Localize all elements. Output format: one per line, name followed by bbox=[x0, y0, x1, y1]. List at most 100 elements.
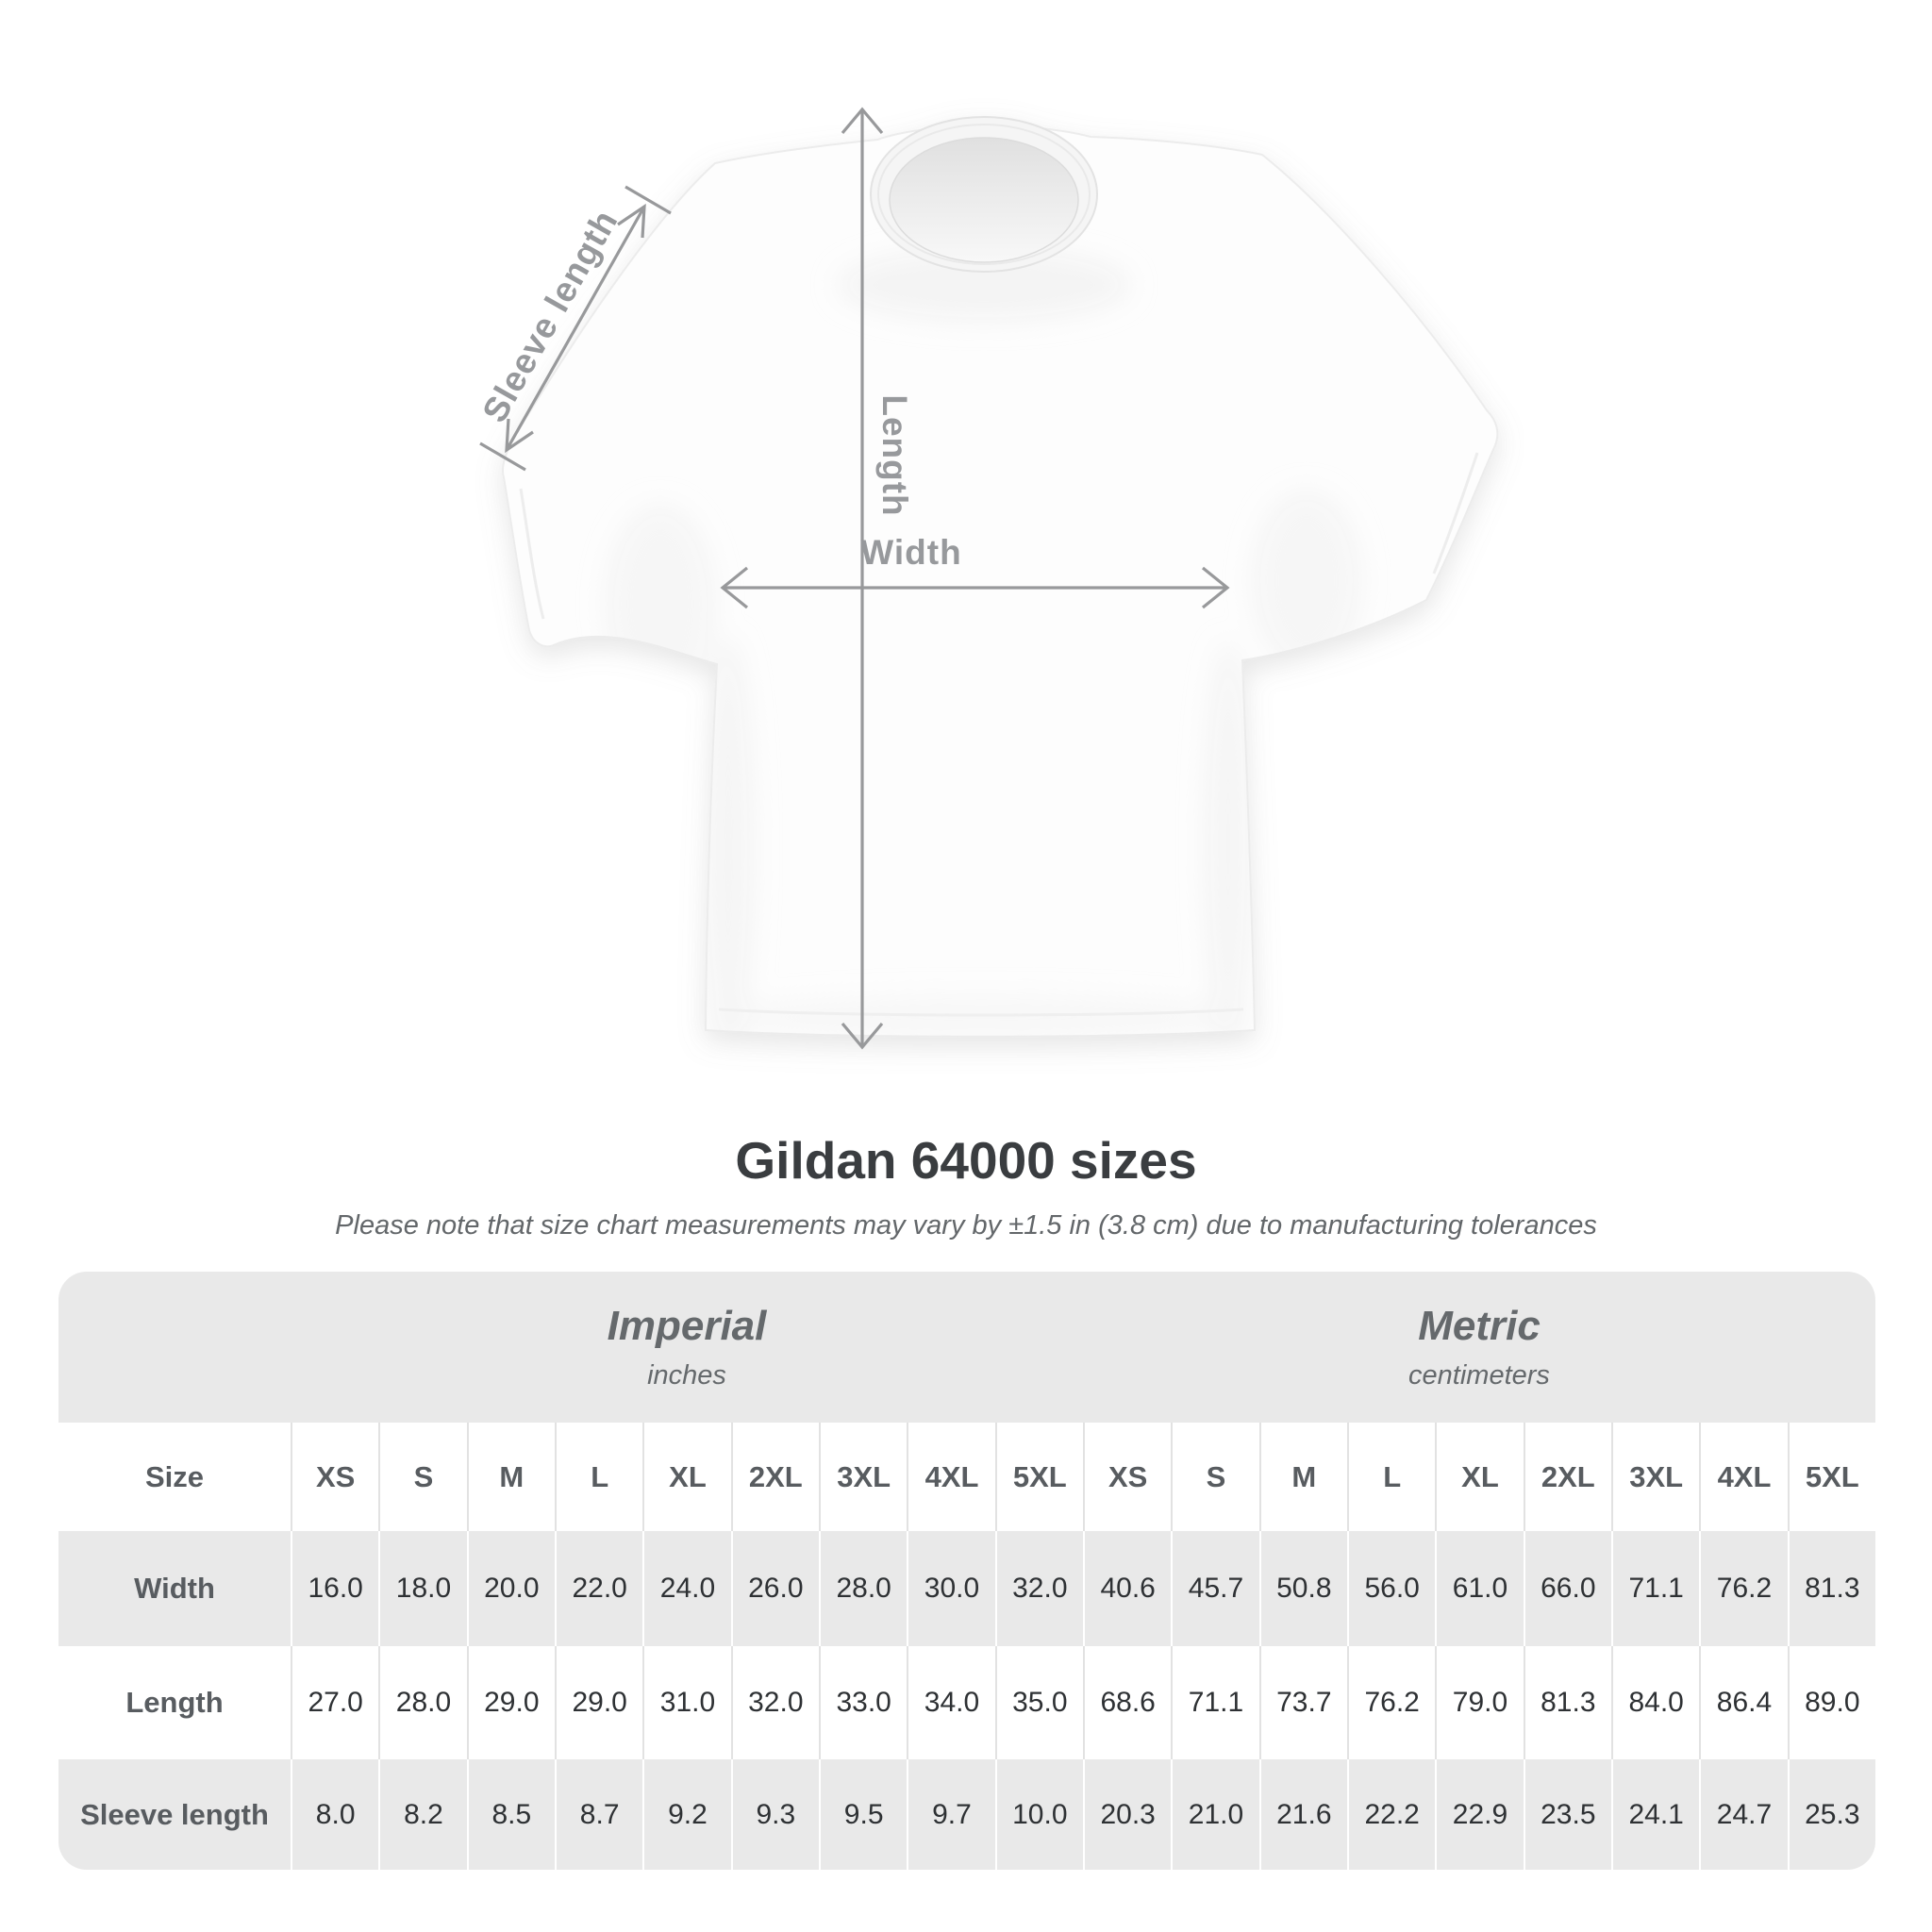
length-metric-m: 73.7 bbox=[1258, 1646, 1347, 1759]
size-header-imperial-s: S bbox=[378, 1423, 466, 1531]
length-metric-4xl: 86.4 bbox=[1699, 1646, 1787, 1759]
page-title: Gildan 64000 sizes bbox=[735, 1131, 1197, 1190]
sleeve-imperial-2xl: 9.3 bbox=[730, 1759, 819, 1870]
size-header-metric-3xl: 3XL bbox=[1611, 1423, 1699, 1531]
length-imperial-xl: 31.0 bbox=[642, 1646, 730, 1759]
sleeve-metric-3xl: 24.1 bbox=[1611, 1759, 1699, 1870]
length-imperial-m: 29.0 bbox=[466, 1646, 555, 1759]
sleeve-metric-5xl: 25.3 bbox=[1787, 1759, 1875, 1870]
length-row: Length 27.0 28.0 29.0 29.0 31.0 32.0 33.… bbox=[58, 1646, 1875, 1759]
sleeve-row-label: Sleeve length bbox=[80, 1797, 269, 1831]
sleeve-metric-l: 22.2 bbox=[1347, 1759, 1435, 1870]
size-header-imperial-2xl: 2XL bbox=[730, 1423, 819, 1531]
unit-header-spacer bbox=[58, 1272, 291, 1423]
sleeve-metric-xl: 22.9 bbox=[1435, 1759, 1523, 1870]
sleeve-imperial-xl: 9.2 bbox=[642, 1759, 730, 1870]
sleeve-length-row: Sleeve length 8.0 8.2 8.5 8.7 9.2 9.3 9.… bbox=[58, 1759, 1875, 1870]
imperial-header: Imperial inches bbox=[291, 1272, 1083, 1423]
length-imperial-xs: 27.0 bbox=[291, 1646, 378, 1759]
length-dimension: Length bbox=[841, 107, 914, 1050]
sleeve-metric-xs: 20.3 bbox=[1083, 1759, 1171, 1870]
width-metric-3xl: 71.1 bbox=[1611, 1531, 1699, 1646]
width-metric-l: 56.0 bbox=[1347, 1531, 1435, 1646]
metric-unit: centimeters bbox=[1408, 1359, 1550, 1391]
width-metric-4xl: 76.2 bbox=[1699, 1531, 1787, 1646]
width-metric-m: 50.8 bbox=[1258, 1531, 1347, 1646]
sleeve-imperial-5xl: 10.0 bbox=[994, 1759, 1083, 1870]
width-metric-xs: 40.6 bbox=[1083, 1531, 1171, 1646]
size-header-imperial-5xl: 5XL bbox=[994, 1423, 1083, 1531]
left-cuff-seam bbox=[519, 488, 545, 620]
length-metric-l: 76.2 bbox=[1347, 1646, 1435, 1759]
length-imperial-2xl: 32.0 bbox=[730, 1646, 819, 1759]
width-metric-xl: 61.0 bbox=[1435, 1531, 1523, 1646]
sleeve-imperial-4xl: 9.7 bbox=[907, 1759, 994, 1870]
length-imperial-4xl: 34.0 bbox=[907, 1646, 994, 1759]
length-metric-s: 71.1 bbox=[1171, 1646, 1258, 1759]
width-row: Width 16.0 18.0 20.0 22.0 24.0 26.0 28.0… bbox=[58, 1531, 1875, 1646]
right-cuff-seam bbox=[1432, 452, 1479, 575]
sleeve-imperial-xs: 8.0 bbox=[291, 1759, 378, 1870]
size-header-metric-2xl: 2XL bbox=[1523, 1423, 1611, 1531]
size-header-imperial-3xl: 3XL bbox=[819, 1423, 907, 1531]
size-header-imperial-4xl: 4XL bbox=[907, 1423, 994, 1531]
length-metric-2xl: 81.3 bbox=[1523, 1646, 1611, 1759]
width-imperial-5xl: 32.0 bbox=[994, 1531, 1083, 1646]
size-header-imperial-l: L bbox=[555, 1423, 642, 1531]
size-header-imperial-xs: XS bbox=[291, 1423, 378, 1531]
size-column-header: Size bbox=[144, 1459, 205, 1493]
sleeve-metric-s: 21.0 bbox=[1171, 1759, 1258, 1870]
sleeve-metric-m: 21.6 bbox=[1258, 1759, 1347, 1870]
size-header-metric-l: L bbox=[1347, 1423, 1435, 1531]
width-imperial-m: 20.0 bbox=[466, 1531, 555, 1646]
length-row-label: Length bbox=[125, 1686, 224, 1719]
length-imperial-s: 28.0 bbox=[378, 1646, 466, 1759]
size-header-metric-5xl: 5XL bbox=[1787, 1423, 1875, 1531]
length-imperial-3xl: 33.0 bbox=[819, 1646, 907, 1759]
metric-header: Metric centimeters bbox=[1083, 1272, 1875, 1423]
width-imperial-s: 18.0 bbox=[378, 1531, 466, 1646]
width-imperial-4xl: 30.0 bbox=[907, 1531, 994, 1646]
length-metric-5xl: 89.0 bbox=[1787, 1646, 1875, 1759]
width-metric-2xl: 66.0 bbox=[1523, 1531, 1611, 1646]
sleeve-imperial-s: 8.2 bbox=[378, 1759, 466, 1870]
sleeve-metric-2xl: 23.5 bbox=[1523, 1759, 1611, 1870]
size-header-metric-4xl: 4XL bbox=[1699, 1423, 1787, 1531]
width-imperial-2xl: 26.0 bbox=[730, 1531, 819, 1646]
imperial-unit: inches bbox=[647, 1359, 726, 1391]
unit-header-row: Imperial inches Metric centimeters bbox=[58, 1272, 1875, 1423]
page-subtitle: Please note that size chart measurements… bbox=[335, 1210, 1597, 1241]
size-header-imperial-m: M bbox=[466, 1423, 555, 1531]
length-metric-xl: 79.0 bbox=[1435, 1646, 1523, 1759]
width-label: Width bbox=[860, 533, 961, 572]
width-dimension: Width bbox=[720, 533, 1230, 609]
tshirt-diagram: Length Width Sleeve length bbox=[475, 107, 1499, 1050]
size-header-imperial-xl: XL bbox=[642, 1423, 730, 1531]
width-imperial-xl: 24.0 bbox=[642, 1531, 730, 1646]
length-imperial-5xl: 35.0 bbox=[994, 1646, 1083, 1759]
length-imperial-l: 29.0 bbox=[555, 1646, 642, 1759]
width-imperial-xs: 16.0 bbox=[291, 1531, 378, 1646]
sleeve-imperial-m: 8.5 bbox=[466, 1759, 555, 1870]
length-label: Length bbox=[875, 394, 914, 516]
sleeve-metric-4xl: 24.7 bbox=[1699, 1759, 1787, 1870]
size-header-metric-s: S bbox=[1171, 1423, 1258, 1531]
sleeve-imperial-3xl: 9.5 bbox=[819, 1759, 907, 1870]
length-metric-3xl: 84.0 bbox=[1611, 1646, 1699, 1759]
imperial-name: Imperial bbox=[607, 1302, 767, 1349]
sleeve-imperial-l: 8.7 bbox=[555, 1759, 642, 1870]
width-row-label: Width bbox=[134, 1572, 215, 1605]
hem-stitch bbox=[718, 1008, 1244, 1017]
size-table: Imperial inches Metric centimeters Size … bbox=[58, 1272, 1875, 1870]
width-imperial-3xl: 28.0 bbox=[819, 1531, 907, 1646]
size-header-metric-m: M bbox=[1258, 1423, 1347, 1531]
width-metric-s: 45.7 bbox=[1171, 1531, 1258, 1646]
width-imperial-l: 22.0 bbox=[555, 1531, 642, 1646]
metric-name: Metric bbox=[1418, 1302, 1541, 1349]
size-header-metric-xl: XL bbox=[1435, 1423, 1523, 1531]
length-metric-xs: 68.6 bbox=[1083, 1646, 1171, 1759]
size-header-row: Size XS S M L XL 2XL 3XL 4XL 5XL XS S M … bbox=[58, 1423, 1875, 1531]
size-header-metric-xs: XS bbox=[1083, 1423, 1171, 1531]
width-metric-5xl: 81.3 bbox=[1787, 1531, 1875, 1646]
